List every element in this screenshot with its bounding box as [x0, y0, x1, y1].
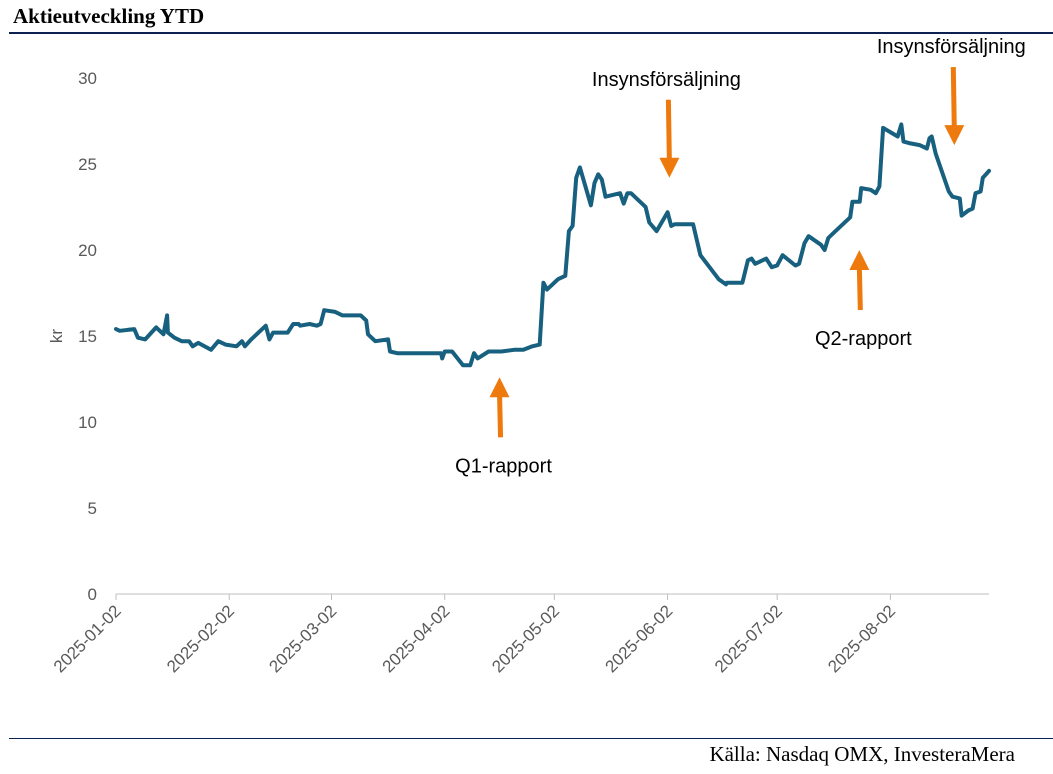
- annotation-label: Q1-rapport: [455, 455, 552, 477]
- annotation-arrow-shaft: [856, 265, 863, 311]
- y-tick-label: 20: [78, 241, 97, 260]
- x-tick-label: 2025-03-02: [265, 601, 340, 676]
- annotation-label: Insynsförsäljning: [877, 36, 1026, 58]
- arrow-up-icon: [489, 377, 510, 398]
- arrow-down-icon: [944, 125, 965, 146]
- chart-title: Aktieutveckling YTD: [13, 4, 205, 28]
- annotation-arrow-shaft: [665, 99, 672, 162]
- annotation-label: Q2-rapport: [815, 328, 912, 350]
- x-tick-label: 2025-05-02: [488, 601, 563, 676]
- y-tick-label: 25: [78, 155, 97, 174]
- source-note: Källa: Nasdaq OMX, InvesteraMera: [709, 742, 1015, 766]
- arrow-up-icon: [849, 250, 870, 270]
- y-axis-label: kr: [47, 329, 66, 344]
- arrow-down-icon: [659, 157, 680, 178]
- x-tick-label: 2025-07-02: [711, 601, 786, 676]
- x-tick-label: 2025-06-02: [601, 601, 676, 676]
- x-tick-label: 2025-08-02: [824, 601, 899, 676]
- x-tick-label: 2025-01-02: [50, 601, 125, 676]
- price-line: [114, 122, 991, 368]
- y-tick-label: 0: [88, 585, 97, 604]
- y-tick-label: 10: [78, 413, 97, 432]
- y-tick-label: 30: [78, 69, 97, 88]
- x-tick-label: 2025-02-02: [163, 601, 238, 676]
- x-tick-label: 2025-04-02: [379, 601, 454, 676]
- annotation-arrow-shaft: [950, 67, 957, 130]
- title-divider: [9, 32, 1053, 34]
- annotation-label: Insynsförsäljning: [592, 69, 741, 91]
- y-tick-label: 15: [78, 327, 97, 346]
- footer-divider: [9, 738, 1053, 739]
- annotation-arrow-shaft: [497, 393, 504, 438]
- y-tick-label: 5: [88, 499, 97, 518]
